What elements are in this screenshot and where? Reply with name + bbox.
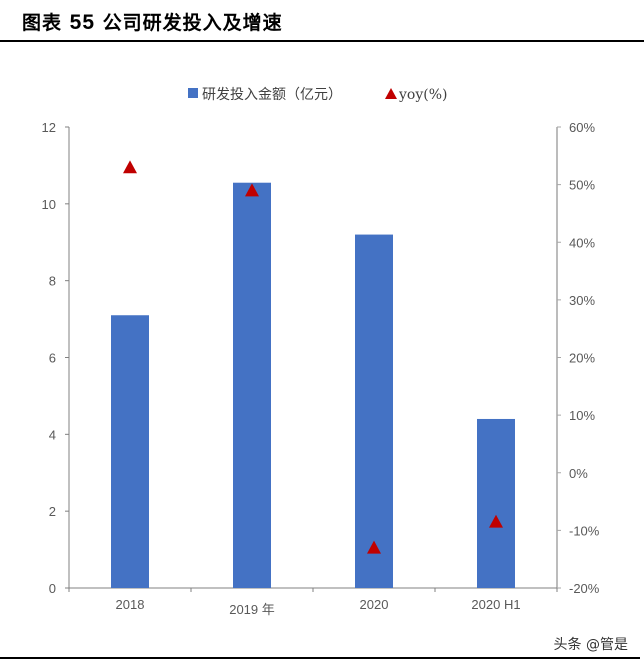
x-axis-category-label: 2019 年 [229, 602, 275, 617]
right-axis-tick-label: 10% [569, 408, 595, 423]
figure-title-text: 公司研发投入及增速 [102, 12, 283, 34]
legend-triangle-icon [385, 88, 397, 99]
bar-2018 [111, 315, 149, 588]
right-axis-tick-label: -20% [569, 581, 600, 596]
figure-label: 图表 [22, 12, 63, 34]
legend-marker-label: yoy(%) [398, 87, 447, 103]
yoy-triangle-icon [123, 160, 137, 174]
figure-number: 55 [69, 11, 95, 34]
left-axis-tick-label: 12 [42, 120, 56, 135]
left-axis-tick-label: 10 [42, 197, 56, 212]
bar-2020-H1 [477, 418, 515, 588]
left-axis-tick-label: 4 [49, 427, 56, 442]
right-axis-tick-label: 0% [569, 466, 588, 481]
left-axis-tick-label: 8 [49, 274, 56, 289]
figure-title: 图表 55 公司研发投入及增速 [22, 8, 283, 35]
yoy-triangle-icon [367, 540, 381, 554]
left-axis-tick-label: 0 [49, 581, 56, 596]
right-axis-tick-label: 40% [569, 235, 595, 250]
x-axis-category-label: 2020 H1 [471, 597, 520, 612]
left-axis-tick-label: 6 [49, 351, 56, 366]
x-axis-category-label: 2018 [116, 597, 145, 612]
bar-2020 [355, 234, 393, 589]
x-axis-category-label: 2020 [360, 597, 389, 612]
right-axis-tick-label: 30% [569, 293, 595, 308]
right-axis-tick-label: 50% [569, 178, 595, 193]
yoy-triangle-icon [489, 514, 503, 528]
watermark: 头条 @管是 [553, 637, 628, 653]
yoy-triangle-icon [245, 183, 259, 197]
right-axis-tick-label: 60% [569, 120, 595, 135]
footer-divider [0, 657, 640, 659]
right-axis-tick-label: -10% [569, 523, 600, 538]
bar-2019-年 [233, 182, 271, 588]
right-axis-tick-label: 20% [569, 351, 595, 366]
legend-bar-swatch [188, 88, 198, 98]
title-bar: 图表 55 公司研发投入及增速 [0, 0, 644, 42]
left-axis-tick-label: 2 [49, 504, 56, 519]
legend-bar-label: 研发投入金额（亿元） [202, 87, 342, 103]
